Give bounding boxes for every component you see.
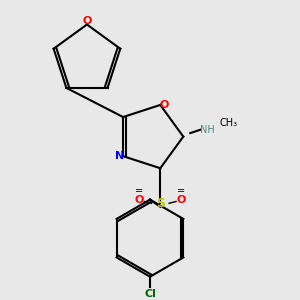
Text: Cl: Cl (144, 289, 156, 299)
Text: CH₃: CH₃ (220, 118, 238, 128)
Text: O: O (135, 195, 144, 205)
Text: O: O (177, 195, 186, 205)
Text: O: O (82, 16, 92, 26)
Text: S: S (156, 197, 165, 210)
Text: O: O (159, 100, 169, 110)
Text: NH: NH (200, 124, 215, 135)
Text: =: = (135, 187, 143, 196)
Text: N: N (115, 151, 124, 161)
Text: =: = (177, 187, 185, 196)
